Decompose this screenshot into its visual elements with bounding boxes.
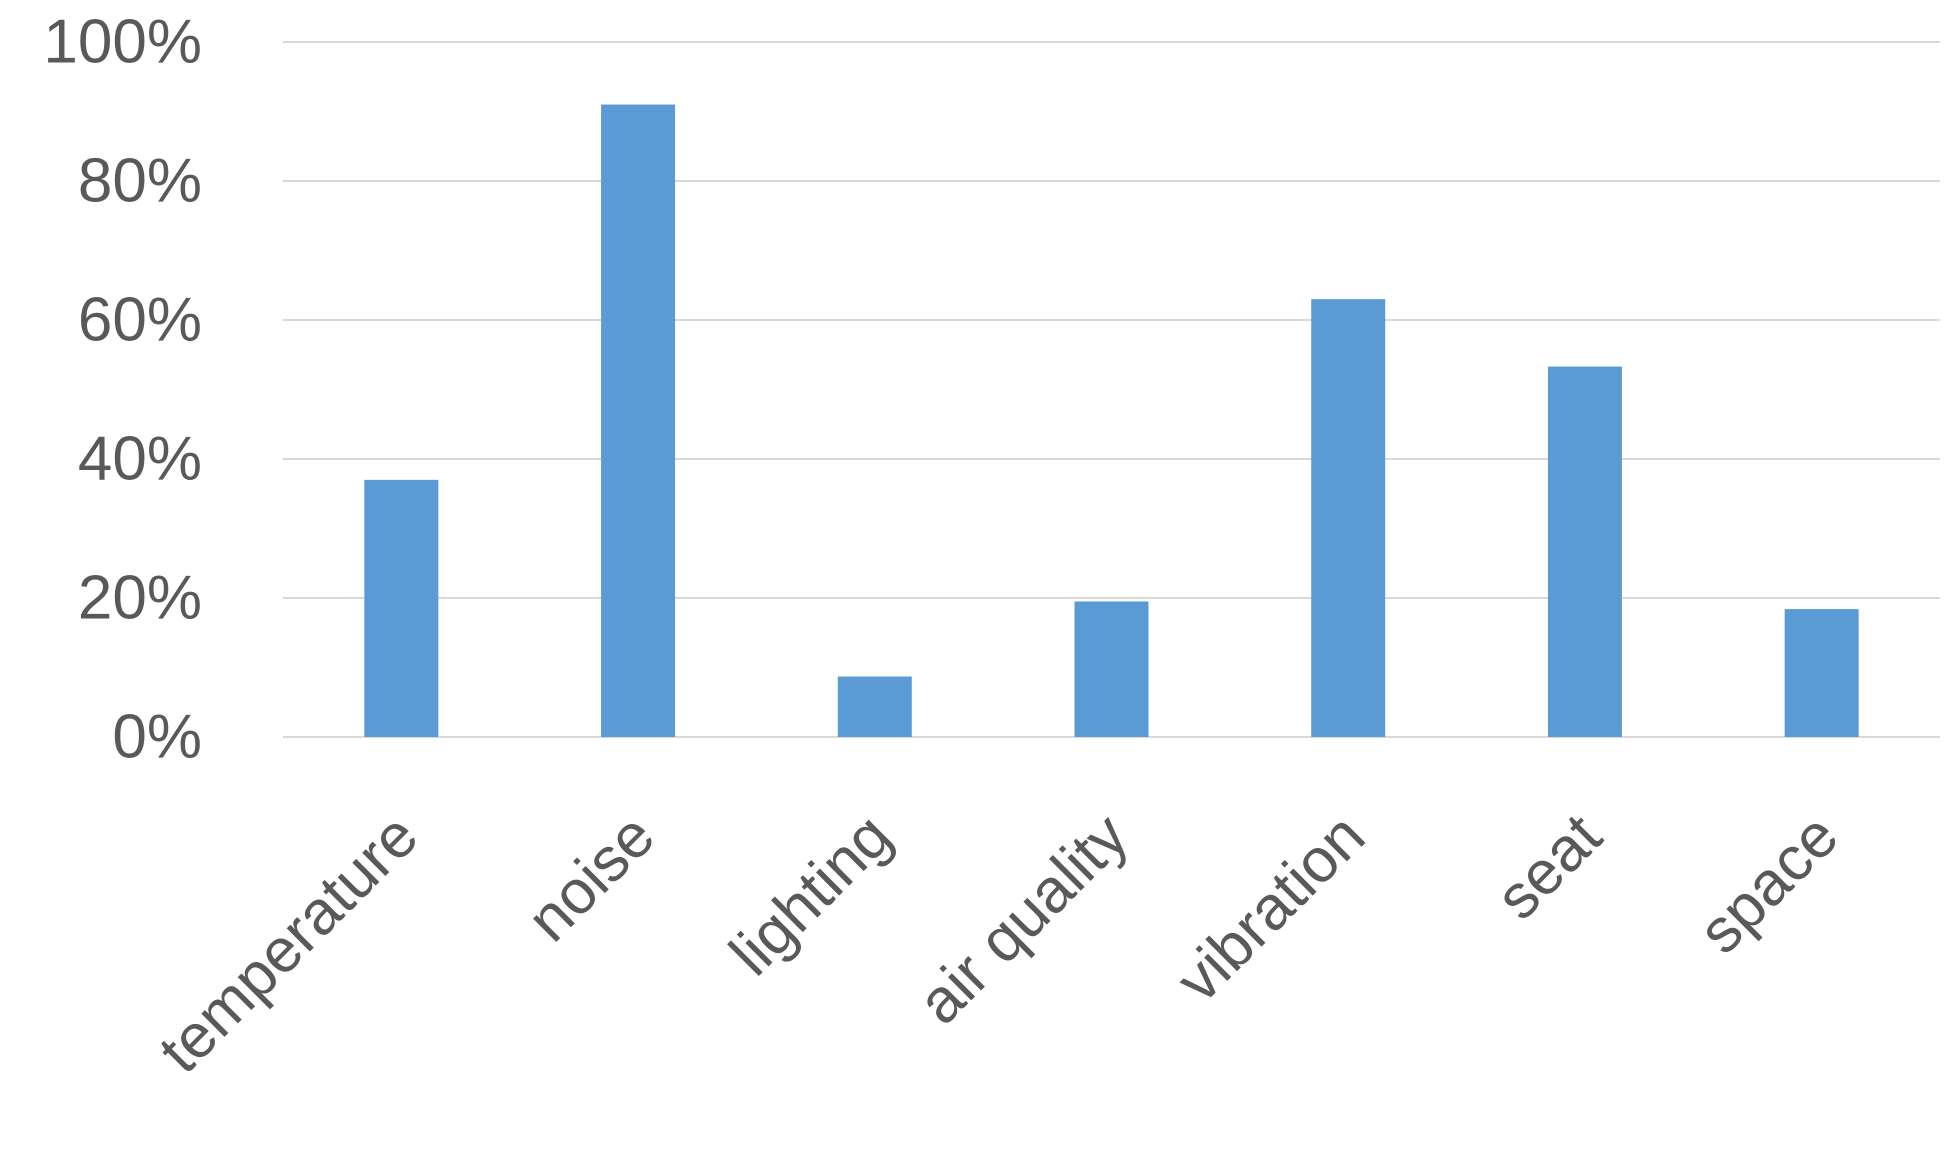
x-tick-label: noise — [514, 801, 668, 955]
y-tick-label: 0% — [112, 703, 202, 772]
bar-air-quality — [1074, 601, 1149, 737]
x-axis-tick-labels: temperature noise lighting air quality vibra… — [146, 801, 1851, 1086]
bar-noise — [601, 104, 676, 738]
x-tick-label: space — [1686, 801, 1852, 967]
bar-space — [1784, 609, 1859, 737]
y-axis-tick-labels: 0% 20% 40% 60% 80% 100% — [43, 8, 202, 772]
y-tick-label: 40% — [78, 425, 202, 494]
x-tick-label: lighting — [717, 801, 905, 989]
x-tick-label: seat — [1483, 801, 1615, 933]
gridlines — [283, 41, 1940, 738]
x-tick-label: air quality — [905, 801, 1141, 1037]
y-tick-label: 60% — [78, 286, 202, 355]
bar-lighting — [837, 676, 912, 737]
y-tick-label: 20% — [78, 564, 202, 633]
y-tick-label: 80% — [78, 147, 202, 216]
bar-vibration — [1311, 299, 1386, 737]
x-tick-label: vibration — [1164, 801, 1379, 1016]
y-tick-label: 100% — [43, 8, 202, 77]
bar-temperature — [364, 479, 439, 737]
bars — [364, 104, 1859, 738]
x-tick-label: temperature — [146, 801, 431, 1086]
bar-seat — [1547, 366, 1622, 737]
